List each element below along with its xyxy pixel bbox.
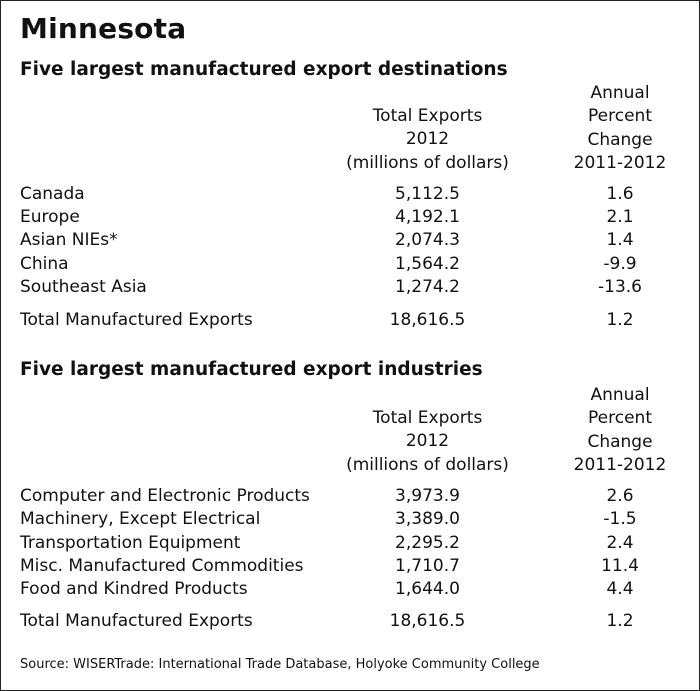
row-percent-change: 1.6 (606, 184, 634, 204)
header-annual-percent-change: Annual Percent Change 2011-2012 (555, 384, 685, 477)
total-label: Total Manufactured Exports (20, 611, 253, 631)
row-label: Southeast Asia (20, 277, 147, 297)
row-label: Europe (20, 207, 80, 227)
row-total-exports: 3,389.0 (395, 509, 460, 529)
header-line: (millions of dollars) (346, 152, 509, 173)
row-percent-change: 2.6 (606, 486, 634, 506)
table-row: Europe 4,192.1 2.1 (0, 206, 700, 229)
header-line: 2011-2012 (573, 152, 667, 173)
total-exports-value: 18,616.5 (389, 310, 466, 330)
row-percent-change: 4.4 (606, 579, 634, 599)
page-title: Minnesota (20, 12, 187, 45)
row-percent-change: 1.4 (606, 230, 634, 250)
total-exports-value: 18,616.5 (389, 611, 466, 631)
table-row: Misc. Manufactured Commodities 1,710.7 1… (0, 555, 700, 578)
row-total-exports: 1,564.2 (395, 254, 460, 274)
table-row: Transportation Equipment 2,295.2 2.4 (0, 532, 700, 555)
header-line: Total Exports (372, 106, 483, 126)
row-label: Asian NIEs* (20, 230, 118, 250)
row-label: China (20, 254, 69, 274)
table-row: China 1,564.2 -9.9 (0, 253, 700, 276)
row-total-exports: 1,274.2 (395, 277, 460, 297)
row-label: Food and Kindred Products (20, 579, 248, 599)
header-line: Total Exports (372, 408, 483, 428)
header-line: Annual (590, 83, 650, 103)
row-percent-change: -13.6 (598, 277, 642, 297)
row-label: Machinery, Except Electrical (20, 509, 261, 529)
table-row: Food and Kindred Products 1,644.0 4.4 (0, 578, 700, 601)
section-title-destinations: Five largest manufactured export destina… (20, 59, 508, 80)
row-label: Misc. Manufactured Commodities (20, 556, 304, 576)
total-row: Total Manufactured Exports 18,616.5 1.2 (0, 610, 700, 633)
row-percent-change: 2.4 (606, 533, 634, 553)
table-row: Asian NIEs* 2,074.3 1.4 (0, 229, 700, 252)
header-line: Annual (590, 385, 650, 405)
table-row: Southeast Asia 1,274.2 -13.6 (0, 276, 700, 299)
row-label: Computer and Electronic Products (20, 486, 310, 506)
header-total-exports: Total Exports 2012 (millions of dollars) (340, 105, 515, 175)
row-total-exports: 1,644.0 (395, 579, 460, 599)
header-line: Percent (588, 106, 652, 127)
source-note: Source: WISERTrade: International Trade … (20, 657, 540, 672)
header-line: Percent (588, 408, 652, 429)
row-total-exports: 4,192.1 (395, 207, 460, 227)
row-percent-change: 2.1 (606, 207, 634, 227)
header-line: 2011-2012 (573, 454, 667, 475)
row-label: Canada (20, 184, 85, 204)
row-percent-change: 11.4 (601, 556, 639, 576)
table-row: Machinery, Except Electrical 3,389.0 -1.… (0, 508, 700, 531)
header-total-exports: Total Exports 2012 (millions of dollars) (340, 407, 515, 477)
total-percent-change: 1.2 (606, 611, 634, 631)
header-line: 2012 (405, 129, 450, 150)
table-row: Canada 5,112.5 1.6 (0, 183, 700, 206)
header-line: (millions of dollars) (346, 454, 509, 475)
header-line: Change (587, 431, 653, 452)
section-title-industries: Five largest manufactured export industr… (20, 359, 483, 380)
row-total-exports: 1,710.7 (395, 556, 460, 576)
total-row: Total Manufactured Exports 18,616.5 1.2 (0, 309, 700, 332)
row-total-exports: 2,074.3 (395, 230, 460, 250)
row-percent-change: -1.5 (603, 509, 637, 529)
total-percent-change: 1.2 (606, 310, 634, 330)
row-label: Transportation Equipment (20, 533, 241, 553)
header-line: 2012 (405, 431, 450, 452)
header-line: Change (587, 129, 653, 150)
row-total-exports: 3,973.9 (395, 486, 460, 506)
row-total-exports: 2,295.2 (395, 533, 460, 553)
table-row: Computer and Electronic Products 3,973.9… (0, 485, 700, 508)
total-label: Total Manufactured Exports (20, 310, 253, 330)
header-annual-percent-change: Annual Percent Change 2011-2012 (555, 82, 685, 175)
row-total-exports: 5,112.5 (395, 184, 460, 204)
row-percent-change: -9.9 (603, 254, 637, 274)
